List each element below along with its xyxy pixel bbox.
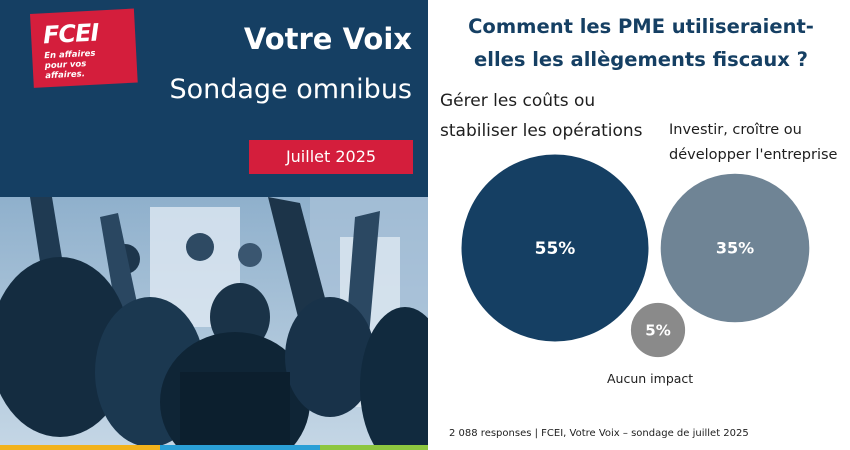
bubble-invest-grow: [657, 170, 813, 326]
bubble-no-impact-value-label: 5%: [645, 321, 670, 339]
bubble-manage-costs: [458, 151, 652, 345]
category-label-invest-grow-line-1: Investir, croître ou: [669, 122, 802, 138]
logo-tagline-2: pour vos affaires.: [44, 59, 87, 82]
color-stripe: [0, 445, 428, 450]
category-label-invest-grow-line-2: développer l'entreprise: [669, 147, 838, 163]
bubble-chart: 55% 35% 5%: [458, 151, 813, 361]
header-subtitle: Sondage omnibus: [169, 74, 412, 105]
bubble-manage-costs-value-label: 55%: [535, 239, 576, 259]
date-badge: Juillet 2025: [249, 140, 413, 174]
header-title: Votre Voix: [243, 22, 412, 56]
category-label-manage-costs: Gérer les coûts ou stabiliser les opérat…: [440, 86, 643, 146]
logo-name: FCEI: [42, 18, 100, 50]
category-label-manage-costs-line-2: stabiliser les opérations: [440, 121, 643, 141]
fcei-logo: FCEI En affaires pour vos affaires.: [30, 8, 138, 88]
chart-title-line-2: elles les allègements fiscaux ?: [474, 48, 808, 71]
category-label-manage-costs-line-1: Gérer les coûts ou: [440, 91, 596, 111]
audience-photo: [0, 197, 428, 445]
category-label-no-impact: Aucun impact: [607, 371, 694, 386]
bubble-no-impact: [627, 299, 689, 361]
category-label-invest-grow: Investir, croître ou développer l'entrep…: [669, 118, 837, 168]
footnote: 2 088 responses | FCEI, Votre Voix – son…: [449, 428, 749, 439]
bubble-invest-grow-value-label: 35%: [716, 239, 754, 258]
chart-title-line-1: Comment les PME utiliseraient-: [468, 15, 814, 38]
chart-title: Comment les PME utiliseraient- elles les…: [432, 10, 850, 76]
cover-panel: FCEI En affaires pour vos affaires. Votr…: [0, 0, 428, 450]
